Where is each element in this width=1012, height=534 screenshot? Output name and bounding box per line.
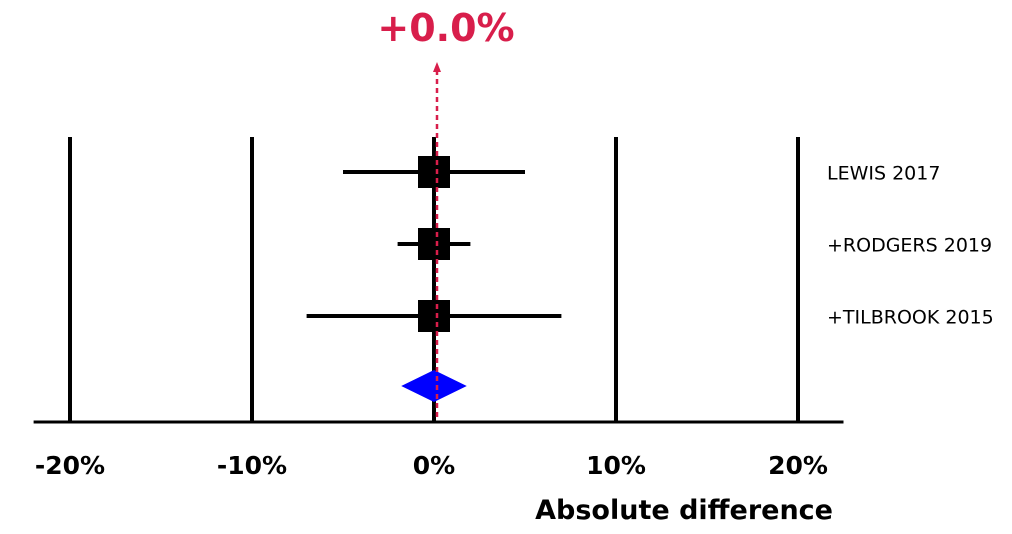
x-axis-ticks: -20% -10% 0% 10% 20% (35, 451, 828, 480)
study-label: +RODGERS 2019 (827, 235, 992, 257)
x-tick-label: 10% (586, 451, 646, 480)
study-label: LEWIS 2017 (827, 163, 940, 185)
study-point-marker (418, 228, 450, 260)
pooled-estimate-label: +0.0% (377, 6, 514, 50)
x-tick-label: 0% (413, 451, 455, 480)
pooled-diamond (401, 370, 467, 402)
study-label: +TILBROOK 2015 (827, 307, 994, 329)
pooled-estimate-arrowhead (433, 62, 441, 72)
study-point-marker (418, 300, 450, 332)
study-rows: LEWIS 2017 +RODGERS 2019 +TILBROOK 2015 (306, 156, 994, 332)
x-tick-label: -20% (35, 451, 105, 480)
x-axis-label: Absolute difference (535, 495, 833, 526)
pooled-effect (401, 62, 467, 422)
study-point-marker (418, 156, 450, 188)
x-tick-label: 20% (768, 451, 828, 480)
x-tick-label: -10% (217, 451, 287, 480)
